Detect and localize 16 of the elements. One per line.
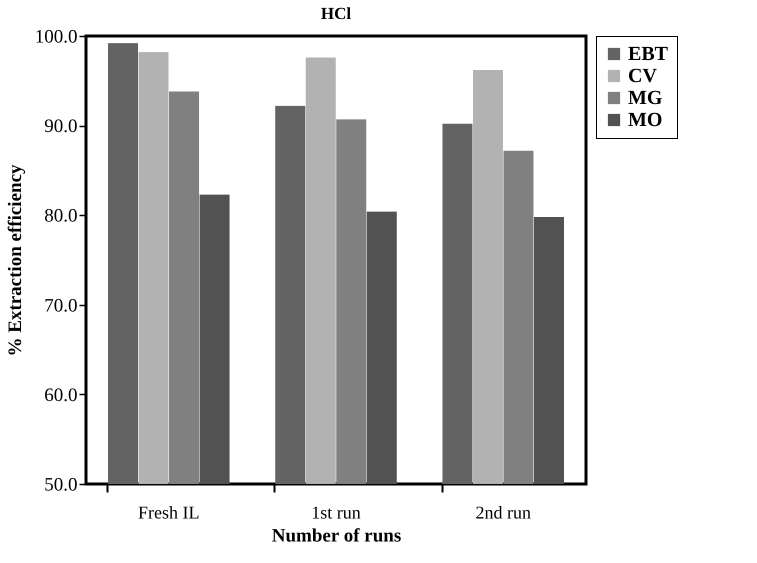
x-axis-title: Number of runs — [272, 526, 402, 546]
x-tick-label: 2nd run — [475, 502, 531, 522]
legend-label: MG — [628, 87, 663, 109]
chart-title: HCl — [320, 4, 352, 23]
x-tick-label: 1st run — [311, 502, 361, 522]
y-axis-title: % Extraction efficiency — [4, 164, 26, 357]
legend-label: CV — [628, 65, 658, 87]
y-tick-label: 90.0 — [44, 116, 78, 138]
y-tick-label: 70.0 — [44, 295, 78, 316]
y-tick-label: 60.0 — [44, 384, 78, 406]
y-tick-label: 50.0 — [44, 474, 78, 496]
legend-label: MO — [628, 109, 662, 131]
y-tick-label: 100.0 — [34, 26, 78, 48]
x-tick-label: Fresh IL — [138, 502, 200, 522]
y-tick-label: 80.0 — [44, 206, 78, 227]
legend-label: EBT — [628, 43, 669, 65]
